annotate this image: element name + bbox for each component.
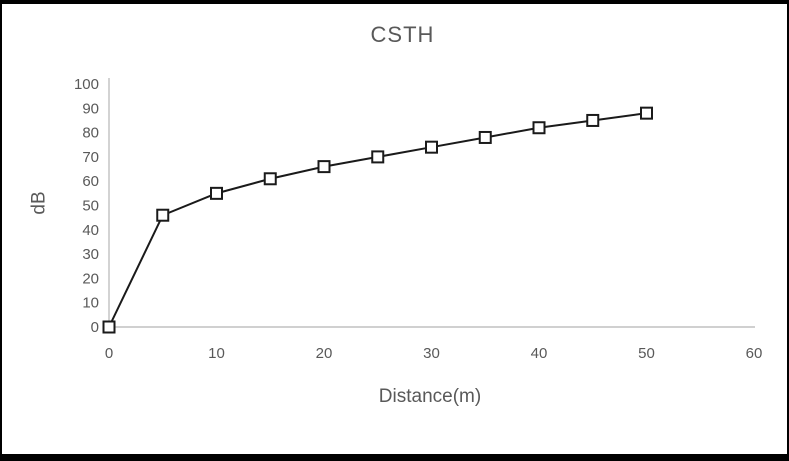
x-tick-label: 60 bbox=[746, 345, 763, 362]
series-line bbox=[108, 112, 647, 328]
y-tick-label: 100 bbox=[74, 76, 99, 93]
y-tick-label: 10 bbox=[82, 295, 99, 312]
y-tick-label: 70 bbox=[82, 149, 99, 166]
y-tick-label: 80 bbox=[82, 125, 99, 142]
plot-area: 0 10 20 30 40 50 60 70 80 90 100 0 10 20 30 40 50 60 bbox=[74, 76, 763, 362]
x-tick-label: 20 bbox=[316, 345, 333, 362]
y-tick-label: 60 bbox=[82, 173, 99, 190]
data-point-marker bbox=[317, 160, 331, 174]
chart-title: CSTH bbox=[370, 22, 435, 47]
x-tick-label: 40 bbox=[531, 345, 548, 362]
x-tick-label: 50 bbox=[638, 345, 655, 362]
x-tick-label: 0 bbox=[105, 345, 113, 362]
data-point-marker bbox=[102, 320, 116, 334]
y-tick-label: 0 bbox=[91, 319, 99, 336]
x-tick-label: 10 bbox=[208, 345, 225, 362]
data-point-marker bbox=[532, 121, 546, 135]
y-tick-label: 50 bbox=[82, 198, 99, 215]
data-point-marker bbox=[586, 113, 600, 127]
data-point-marker bbox=[210, 186, 223, 200]
data-point-marker bbox=[478, 130, 492, 144]
y-tick-label: 40 bbox=[82, 222, 99, 239]
y-tick-label: 90 bbox=[82, 100, 99, 117]
x-axis-title: Distance(m) bbox=[378, 386, 482, 407]
data-point-marker bbox=[371, 150, 385, 164]
data-point-marker bbox=[156, 208, 170, 222]
data-point-marker bbox=[640, 106, 653, 120]
data-point-marker bbox=[263, 172, 277, 186]
x-tick-label: 30 bbox=[423, 345, 440, 362]
data-point-marker bbox=[425, 140, 438, 154]
y-tick-label: 30 bbox=[82, 246, 99, 263]
y-tick-label: 20 bbox=[82, 270, 99, 287]
